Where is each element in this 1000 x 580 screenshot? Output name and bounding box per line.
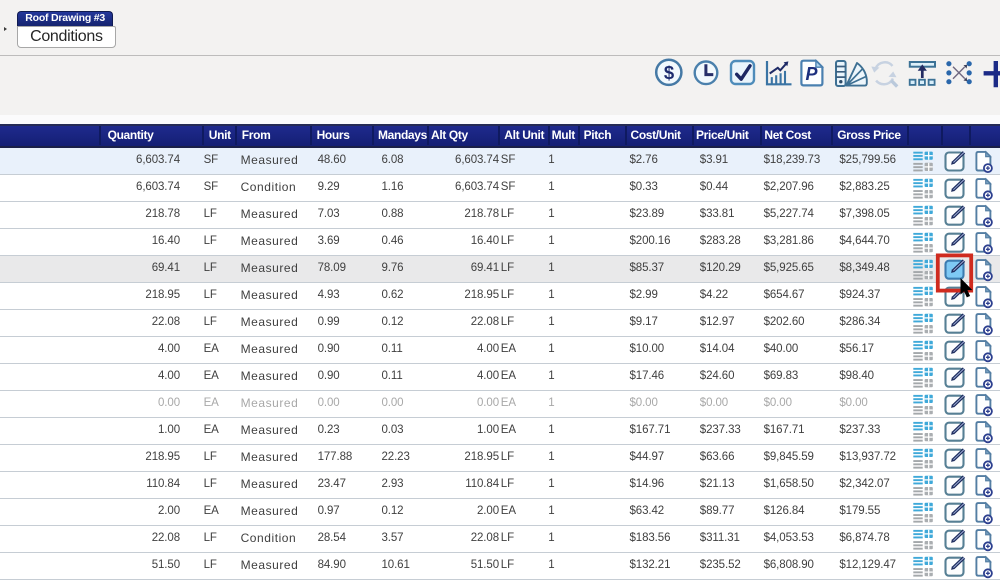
svg-text:P: P [805,64,818,84]
svg-text:$: $ [664,62,675,83]
